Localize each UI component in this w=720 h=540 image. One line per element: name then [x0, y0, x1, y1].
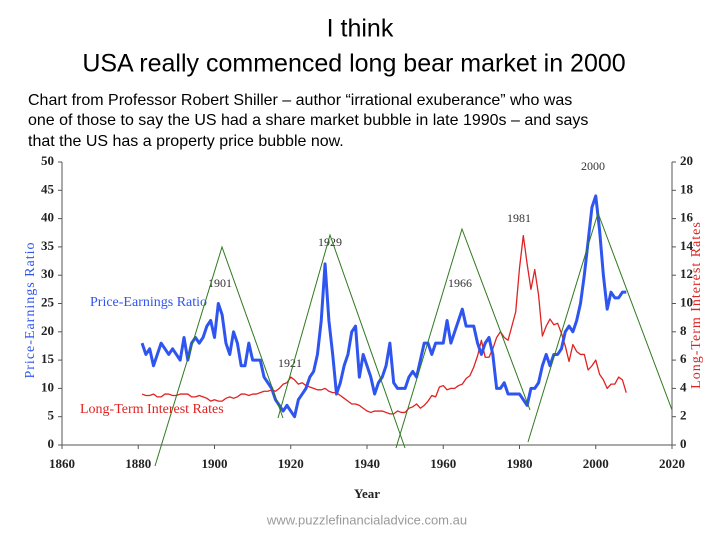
body-text-line: Chart from Professor Robert Shiller – au…	[28, 92, 572, 109]
y-tick-label: 10	[41, 379, 54, 394]
body-text-line: that the US has a property price bubble …	[28, 133, 344, 150]
slide-title-line: I think	[327, 15, 394, 43]
annotation: 1981	[507, 211, 531, 225]
y2-tick-label: 16	[680, 210, 694, 225]
trend-line	[395, 227, 531, 449]
trend-line	[527, 211, 673, 443]
y2-tick-label: 10	[680, 294, 693, 309]
plot-area: 0 5 10 15 20 25 30 35 40 45 50 0 2 4 6 8 10 12 14 16 18 20 186…	[23, 153, 704, 501]
y2-tick-label: 4	[680, 379, 687, 394]
y-tick-label: 30	[41, 266, 54, 281]
annotation: 1901	[208, 276, 232, 290]
x-tick-label: 1960	[430, 456, 456, 471]
y-tick-label: 25	[41, 294, 55, 309]
y2-tick-label: 6	[680, 351, 687, 366]
body-text-line: one of those to say the US had a share m…	[28, 112, 588, 129]
trend-overlay	[154, 211, 673, 467]
y-axis-title: Price-Earnings Ratio	[23, 241, 38, 378]
x-tick-label: 1940	[354, 456, 380, 471]
y2-tick-label: 12	[680, 266, 693, 281]
annotation: 1966	[448, 276, 472, 290]
x-tick-label: 1980	[507, 456, 533, 471]
annotation: 2000	[581, 159, 605, 173]
legend-entry: Long-Term Interest Rates	[80, 402, 224, 417]
y2-tick-label: 0	[680, 436, 687, 451]
x-tick-label: 1920	[278, 456, 304, 471]
y-tick-label: 15	[41, 351, 55, 366]
data-line	[140, 194, 627, 419]
annotation: 1921	[278, 356, 302, 370]
x-tick-label: 1880	[125, 456, 151, 471]
y-tick-label: 35	[41, 238, 55, 253]
y2-tick-label: 2	[680, 408, 687, 423]
y2-axis-title: Long-Term Interest Rates	[689, 221, 704, 389]
x-tick-label: 1860	[49, 456, 75, 471]
trend-line	[277, 233, 406, 449]
y-tick-label: 40	[41, 210, 54, 225]
x-tick-label: 1900	[202, 456, 228, 471]
y2-tick-label: 8	[680, 323, 687, 338]
y2-tick-label: 18	[680, 181, 694, 196]
annotation: 1929	[318, 235, 342, 249]
y2-tick-label: 14	[680, 238, 694, 253]
legend-entry: Price-Earnings Ratio	[90, 295, 207, 310]
x-axis-title: Year	[354, 486, 380, 501]
slide-title-line: USA really commenced long bear market in…	[82, 50, 625, 78]
y-tick-label: 20	[41, 323, 54, 338]
y-tick-label: 5	[48, 408, 55, 423]
footer-text: www.puzzlefinancialadvice.com.au	[266, 512, 467, 527]
data-line	[141, 234, 627, 415]
x-tick-label: 2000	[583, 456, 609, 471]
trend-line	[154, 245, 284, 467]
y-tick-label: 45	[41, 181, 55, 196]
y-tick-label: 0	[48, 436, 55, 451]
x-tick-label: 2020	[659, 456, 685, 471]
y2-tick-label: 20	[680, 153, 693, 168]
y-tick-label: 50	[41, 153, 54, 168]
